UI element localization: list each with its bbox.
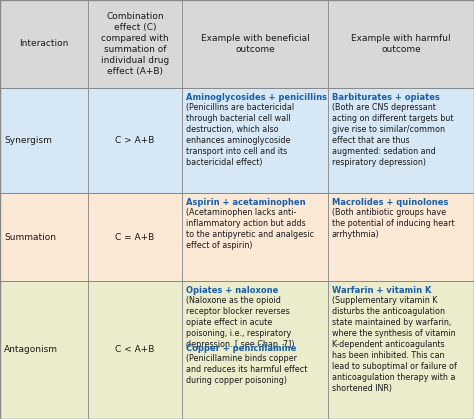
Text: (Penicillamine binds copper
and reduces its harmful effect
during copper poisoni: (Penicillamine binds copper and reduces …	[186, 354, 307, 385]
Text: (Acetaminophen lacks anti-
inflammatory action but adds
to the antipyretic and a: (Acetaminophen lacks anti- inflammatory …	[186, 208, 314, 250]
Text: Copper + penicillamine: Copper + penicillamine	[186, 344, 296, 353]
Text: Opiates + naloxone: Opiates + naloxone	[186, 286, 278, 295]
Text: Synergism: Synergism	[4, 136, 52, 145]
Bar	[0, 88, 88, 193]
Text: Interaction: Interaction	[19, 39, 69, 49]
Bar	[182, 0, 328, 88]
Text: (Supplementary vitamin K
disturbs the anticoagulation
state maintained by warfar: (Supplementary vitamin K disturbs the an…	[332, 296, 457, 393]
Bar	[328, 281, 474, 419]
Text: Example with harmful
outcome: Example with harmful outcome	[351, 34, 451, 54]
Bar	[0, 281, 88, 419]
Bar	[328, 0, 474, 88]
Text: C = A+B: C = A+B	[115, 233, 155, 241]
Text: Aspirin + acetaminophen: Aspirin + acetaminophen	[186, 198, 306, 207]
Text: Aminoglycosides + penicillins: Aminoglycosides + penicillins	[186, 93, 327, 102]
Text: C > A+B: C > A+B	[115, 136, 155, 145]
Bar	[182, 88, 328, 193]
Text: Warfarin + vitamin K: Warfarin + vitamin K	[332, 286, 431, 295]
Text: (Naloxone as the opioid
receptor blocker reverses
opiate effect in acute
poisoni: (Naloxone as the opioid receptor blocker…	[186, 296, 294, 349]
Bar	[88, 88, 182, 193]
Text: (Both are CNS depressant
acting on different targets but
give rise to similar/co: (Both are CNS depressant acting on diffe…	[332, 103, 454, 167]
Bar	[328, 88, 474, 193]
Bar	[182, 281, 328, 419]
Bar	[88, 193, 182, 281]
Bar	[88, 281, 182, 419]
Text: Barbiturates + opiates: Barbiturates + opiates	[332, 93, 440, 102]
Bar	[328, 193, 474, 281]
Text: Macrolides + quinolones: Macrolides + quinolones	[332, 198, 448, 207]
Bar	[0, 193, 88, 281]
Text: Example with beneficial
outcome: Example with beneficial outcome	[201, 34, 310, 54]
Bar	[0, 0, 88, 88]
Bar	[182, 193, 328, 281]
Text: (Both antibiotic groups have
the potential of inducing heart
arrhythmia): (Both antibiotic groups have the potenti…	[332, 208, 455, 239]
Text: Combination
effect (C)
compared with
summation of
individual drug
effect (A+B): Combination effect (C) compared with sum…	[101, 12, 169, 76]
Text: C < A+B: C < A+B	[115, 346, 155, 354]
Text: Antagonism: Antagonism	[4, 346, 58, 354]
Text: (Penicillins are bactericidal
through bacterial cell wall
destruction, which als: (Penicillins are bactericidal through ba…	[186, 103, 294, 167]
Bar	[88, 0, 182, 88]
Text: Summation: Summation	[4, 233, 56, 241]
